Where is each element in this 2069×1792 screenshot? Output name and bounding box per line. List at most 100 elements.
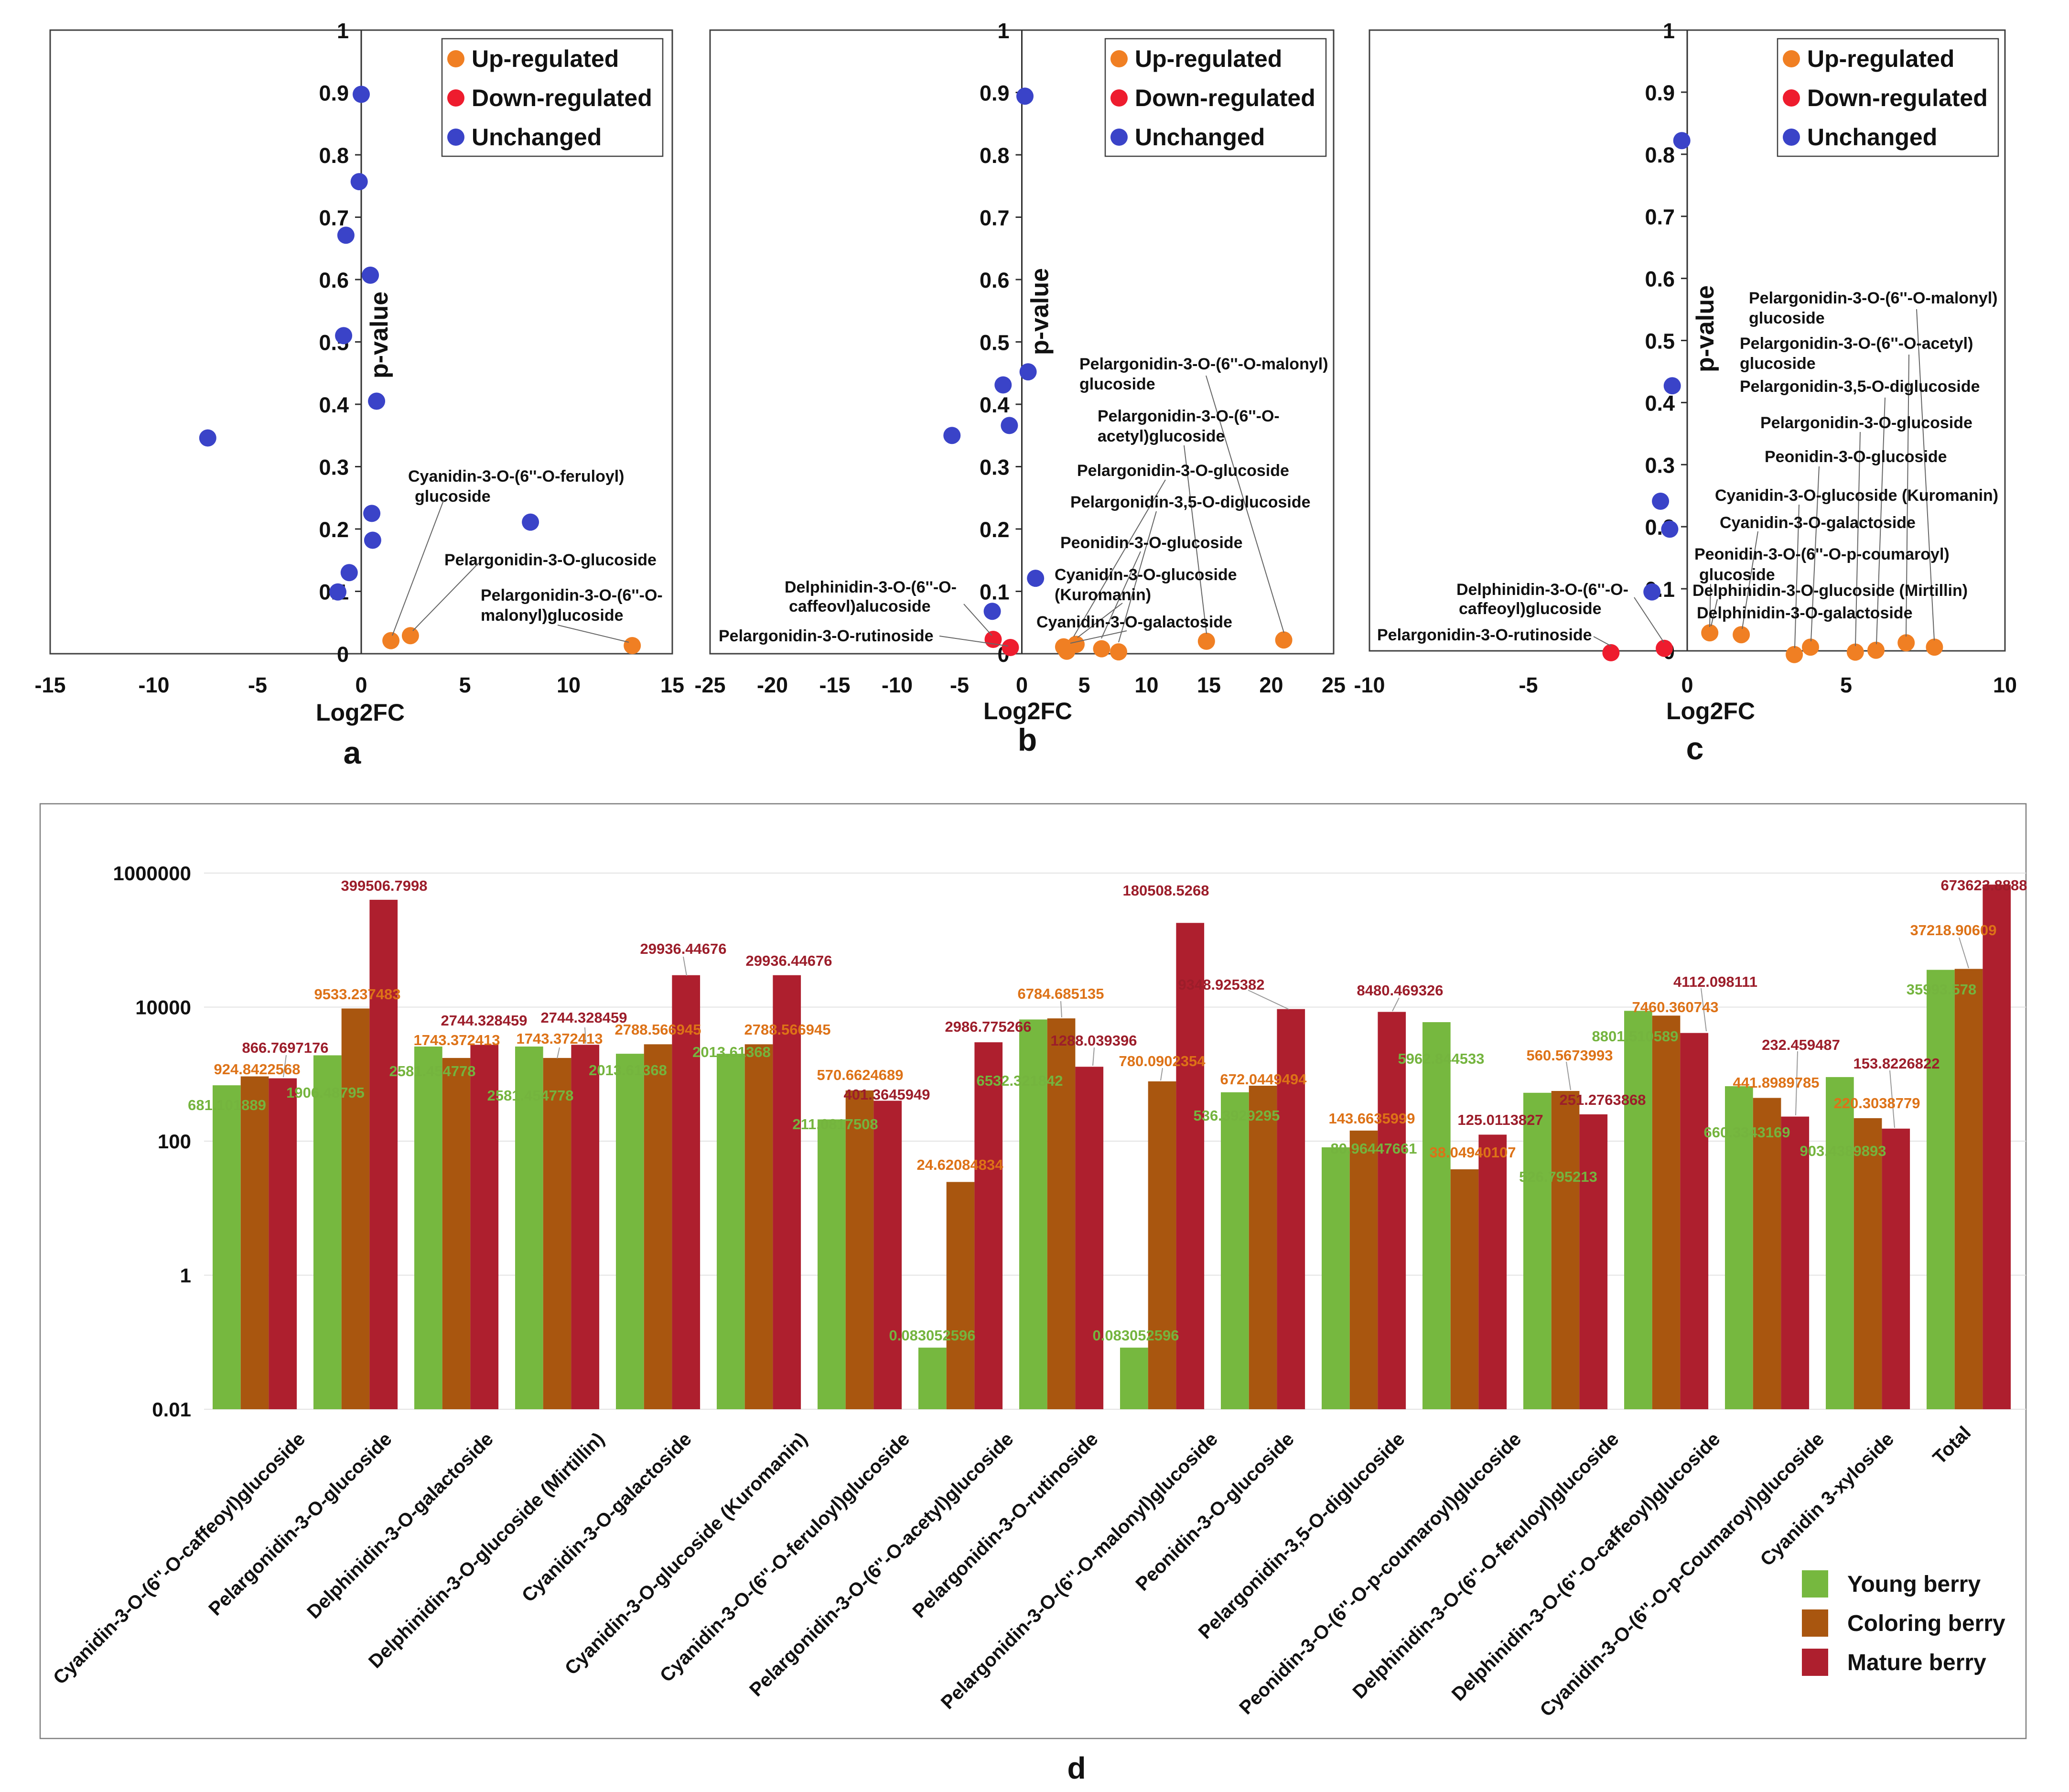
svg-text:0.5: 0.5 — [980, 331, 1010, 355]
svg-text:Pelargonidin-3-O-(6''-O-malony: Pelargonidin-3-O-(6''-O-malonyl) — [1079, 355, 1328, 373]
svg-text:-5: -5 — [950, 673, 969, 697]
svg-text:acetyl)glucoside: acetyl)glucoside — [1098, 427, 1225, 445]
svg-text:Pelargonidin-3-O-(6''-O-malony: Pelargonidin-3-O-(6''-O-malonyl) — [1749, 289, 1998, 307]
svg-text:6784.685135: 6784.685135 — [1017, 985, 1104, 1002]
svg-text:Cyanidin-3-O-galactoside: Cyanidin-3-O-galactoside — [1720, 514, 1916, 532]
svg-text:Cyanidin-3-O-(6''-O-feruloyl): Cyanidin-3-O-(6''-O-feruloyl) — [408, 467, 625, 486]
svg-text:1: 1 — [180, 1264, 191, 1287]
svg-text:1906.48795: 1906.48795 — [286, 1084, 365, 1101]
svg-text:0.9: 0.9 — [1645, 81, 1675, 105]
svg-text:malonyl)glucoside: malonyl)glucoside — [481, 606, 624, 625]
svg-text:Young berry: Young berry — [1847, 1572, 1981, 1597]
svg-text:caffeovl)alucoside: caffeovl)alucoside — [789, 597, 931, 615]
svg-text:5962.844533: 5962.844533 — [1398, 1050, 1484, 1067]
svg-text:15: 15 — [1197, 673, 1221, 697]
svg-text:0.3: 0.3 — [1645, 453, 1675, 477]
svg-text:924.8422568: 924.8422568 — [214, 1061, 300, 1078]
svg-text:Pelargonidin-3-O-(6''-O-: Pelargonidin-3-O-(6''-O- — [1098, 407, 1280, 425]
svg-text:Log2FC: Log2FC — [1666, 698, 1755, 724]
svg-text:1288.039396: 1288.039396 — [1050, 1032, 1137, 1049]
svg-text:-5: -5 — [248, 673, 267, 697]
svg-text:125.0113827: 125.0113827 — [1457, 1112, 1543, 1128]
svg-text:251.2763868: 251.2763868 — [1559, 1091, 1646, 1108]
svg-text:866.7697176: 866.7697176 — [242, 1039, 328, 1056]
svg-text:p-value: p-value — [1026, 268, 1054, 355]
svg-text:5: 5 — [459, 673, 471, 697]
svg-text:Up-regulated: Up-regulated — [472, 45, 619, 72]
svg-text:153.8226822: 153.8226822 — [1853, 1055, 1940, 1072]
svg-text:0.8: 0.8 — [319, 143, 349, 168]
svg-text:glucoside: glucoside — [1740, 355, 1816, 373]
svg-text:Pelargonidin-3-O-(6''-O-: Pelargonidin-3-O-(6''-O- — [481, 586, 663, 605]
svg-text:0: 0 — [355, 673, 367, 697]
svg-text:5: 5 — [1078, 673, 1090, 697]
svg-text:25: 25 — [1322, 673, 1346, 697]
svg-text:9533.237483: 9533.237483 — [314, 986, 400, 1003]
svg-text:8480.469326: 8480.469326 — [1357, 982, 1443, 999]
svg-text:-10: -10 — [882, 673, 913, 697]
svg-text:0.3: 0.3 — [319, 455, 349, 480]
svg-text:2788.566945: 2788.566945 — [744, 1021, 830, 1038]
svg-text:24.62084834: 24.62084834 — [916, 1156, 1003, 1173]
svg-text:a: a — [344, 735, 362, 770]
svg-text:0.6: 0.6 — [1645, 267, 1675, 291]
svg-text:0.5: 0.5 — [1645, 329, 1675, 354]
svg-text:p-value: p-value — [1692, 285, 1719, 372]
svg-text:Mature berry: Mature berry — [1847, 1650, 1986, 1675]
svg-text:0.7: 0.7 — [1645, 205, 1675, 229]
svg-text:211.0817508: 211.0817508 — [792, 1116, 878, 1133]
svg-text:Cyanidin-3-O-galactoside: Cyanidin-3-O-galactoside — [1036, 613, 1232, 631]
svg-text:673623.8888: 673623.8888 — [1940, 877, 2027, 894]
svg-text:Delphinidin-3-O-galactoside: Delphinidin-3-O-galactoside — [1697, 604, 1912, 622]
svg-text:Coloring berry: Coloring berry — [1847, 1611, 2005, 1636]
svg-text:-5: -5 — [1519, 673, 1538, 697]
svg-text:100: 100 — [158, 1130, 191, 1153]
svg-text:660.3343169: 660.3343169 — [1703, 1124, 1790, 1141]
svg-text:15: 15 — [660, 673, 684, 697]
svg-text:1000000: 1000000 — [113, 862, 191, 885]
svg-text:glucoside: glucoside — [1079, 375, 1155, 393]
svg-text:9348.925382: 9348.925382 — [1178, 976, 1264, 993]
svg-text:0.9: 0.9 — [319, 81, 349, 106]
svg-text:80.96447661: 80.96447661 — [1330, 1140, 1417, 1157]
svg-text:glucoside: glucoside — [1699, 566, 1775, 584]
svg-text:0.2: 0.2 — [980, 518, 1010, 542]
svg-text:-25: -25 — [694, 673, 725, 697]
svg-text:29936.44676: 29936.44676 — [640, 940, 726, 957]
svg-text:1: 1 — [997, 19, 1009, 43]
svg-text:10: 10 — [1134, 673, 1158, 697]
svg-text:Peonidin-3-O-glucoside: Peonidin-3-O-glucoside — [1060, 534, 1243, 552]
svg-text:37218.90609: 37218.90609 — [1910, 922, 1996, 939]
svg-text:526.795213: 526.795213 — [1519, 1168, 1597, 1185]
svg-text:caffeoyl)glucoside: caffeoyl)glucoside — [1459, 600, 1602, 618]
svg-text:Cyanidin-3-O-glucoside: Cyanidin-3-O-glucoside — [1055, 566, 1237, 584]
svg-text:glucoside: glucoside — [1749, 309, 1825, 327]
svg-text:4112.098111: 4112.098111 — [1673, 973, 1757, 990]
svg-text:35993.578: 35993.578 — [1907, 981, 1977, 998]
svg-text:Pelargonidin-3-O-glucoside: Pelargonidin-3-O-glucoside — [444, 551, 657, 569]
svg-text:0.7: 0.7 — [980, 206, 1010, 230]
svg-text:6532.321842: 6532.321842 — [976, 1072, 1063, 1089]
svg-text:0.6: 0.6 — [319, 268, 349, 292]
svg-text:Unchanged: Unchanged — [1135, 124, 1265, 151]
svg-text:Peonidin-3-O-(6''-O-p-coumaroy: Peonidin-3-O-(6''-O-p-coumaroyl) — [1694, 545, 1950, 563]
svg-text:Pelargonidin-3-O-rutinoside: Pelargonidin-3-O-rutinoside — [719, 627, 934, 645]
svg-text:-10: -10 — [138, 673, 169, 697]
svg-text:Up-regulated: Up-regulated — [1807, 45, 1954, 72]
svg-text:Up-regulated: Up-regulated — [1135, 45, 1282, 72]
svg-text:c: c — [1686, 731, 1704, 766]
svg-text:2581.454778: 2581.454778 — [487, 1087, 573, 1104]
svg-text:Down-regulated: Down-regulated — [1135, 85, 1315, 111]
svg-text:2013.61368: 2013.61368 — [589, 1062, 667, 1079]
svg-text:2788.566945: 2788.566945 — [614, 1021, 701, 1038]
svg-text:Log2FC: Log2FC — [983, 698, 1072, 724]
svg-text:536.3929295: 536.3929295 — [1193, 1107, 1280, 1124]
svg-text:0: 0 — [1681, 673, 1693, 697]
svg-text:570.6624689: 570.6624689 — [817, 1067, 903, 1083]
svg-text:0.3: 0.3 — [980, 455, 1010, 480]
svg-text:Pelargonidin-3-O-glucoside: Pelargonidin-3-O-glucoside — [1760, 414, 1972, 432]
svg-text:d: d — [1067, 1751, 1086, 1785]
svg-text:399506.7998: 399506.7998 — [341, 877, 427, 894]
svg-text:(Kuromanin): (Kuromanin) — [1055, 586, 1151, 604]
svg-text:Peonidin-3-O-glucoside: Peonidin-3-O-glucoside — [1765, 448, 1947, 466]
